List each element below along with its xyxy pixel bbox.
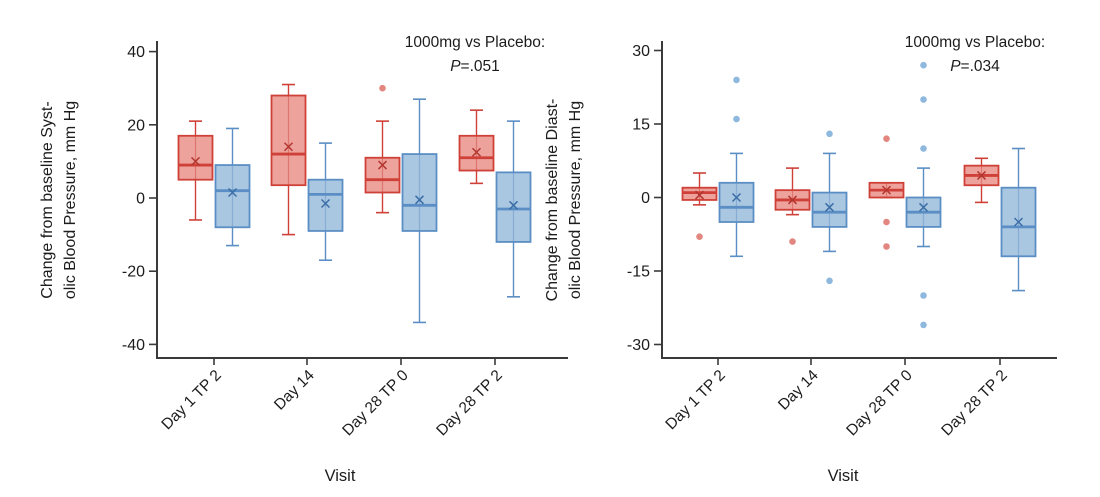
iqr-box: [214, 164, 251, 229]
x-tick-label: Day 1 TP 2: [158, 367, 224, 433]
outlier-dot: [920, 145, 927, 152]
mean-marker: [918, 202, 929, 212]
pvalue-annotation-header: 1000mg vs Placebo:: [405, 34, 545, 51]
outlier-dot: [696, 233, 703, 240]
box-1000mg-day-28-tp-0: [868, 135, 905, 250]
box-1000mg-day-14: [774, 167, 811, 245]
iqr-box: [718, 181, 755, 223]
box-1000mg-day-1-tp-2: [681, 172, 718, 240]
box-1000mg-day-14: [270, 83, 307, 236]
mean-marker: [283, 142, 294, 152]
y-tick-label: 30: [632, 43, 650, 60]
y-axis-title-line: Change from baseline Diast-: [544, 99, 561, 302]
outlier-dot: [920, 292, 927, 299]
y-axis-title-line: Change from baseline Syst-: [39, 101, 56, 298]
mean-marker: [694, 190, 705, 200]
x-tick-label: Day 14: [775, 367, 822, 414]
y-tick-label: -15: [627, 264, 650, 281]
mean-marker: [881, 185, 892, 195]
y-tick-label: -40: [122, 337, 145, 354]
y-tick-label: 0: [641, 190, 650, 207]
iqr-box: [307, 178, 344, 232]
outlier-dot: [883, 218, 890, 226]
y-tick-label: 40: [127, 44, 145, 61]
x-tick-label: Day 28 TP 2: [433, 367, 506, 440]
iqr-box: [401, 153, 438, 232]
box-placebo-day-1-tp-2: [214, 127, 251, 247]
x-tick-label: Day 14: [271, 367, 318, 414]
outlier-dot: [883, 135, 890, 142]
box-placebo-day-28-tp-0: [401, 98, 438, 324]
y-axis-title-line: olic Blood Pressure, mm Hg: [567, 101, 584, 299]
outlier-dot: [920, 96, 927, 103]
box-placebo-day-28-tp-2: [1000, 147, 1037, 292]
y-tick-label: 20: [127, 117, 145, 134]
mean-marker: [227, 187, 238, 198]
y-tick-label: 0: [136, 191, 145, 208]
mean-marker: [190, 156, 201, 166]
x-axis-title: Visit: [828, 467, 859, 485]
pvalue-annotation-value: P=.051: [450, 58, 500, 75]
outlier-dot: [920, 61, 927, 69]
mean-marker: [976, 170, 987, 180]
box-placebo-day-1-tp-2: [718, 76, 755, 258]
box-placebo-day-28-tp-2: [495, 120, 532, 298]
mean-marker: [731, 192, 742, 203]
box-placebo-day-14: [307, 142, 344, 262]
pvalue-annotation-header: 1000mg vs Placebo:: [905, 34, 1045, 51]
x-tick-label: Day 1 TP 2: [662, 367, 728, 433]
diastolic-panel: 30 15 0 -15 -30 Day 1 TP 2 Day 14 Day 28 TP 0 Da…: [544, 34, 1057, 485]
pvalue-annotation-value: P=.034: [950, 58, 1000, 75]
x-tick-label: Day 28 TP 2: [938, 367, 1011, 440]
iqr-box: [177, 134, 214, 181]
box-1000mg-day-1-tp-2: [177, 120, 214, 221]
iqr-box: [495, 171, 532, 243]
box-1000mg-day-28-tp-2: [458, 109, 495, 185]
mean-marker: [471, 147, 482, 157]
mean-marker: [824, 202, 835, 212]
mean-marker: [377, 160, 388, 170]
mean-marker: [787, 195, 798, 205]
outlier-dot: [883, 243, 890, 250]
iqr-box: [1000, 186, 1037, 258]
y-tick-label: -20: [122, 264, 145, 281]
iqr-box: [364, 156, 401, 194]
iqr-box: [811, 191, 848, 228]
systolic-panel: 40 20 0 -20 -40 Day 1 TP 2 Day 14 Day 28 TP 0 Da…: [39, 34, 568, 485]
mean-marker: [414, 195, 425, 205]
x-axis-title: Visit: [325, 467, 356, 485]
y-tick-label: 15: [632, 117, 650, 134]
outlier-dot: [826, 277, 833, 285]
box-placebo-day-14: [811, 130, 848, 285]
mean-marker: [320, 198, 331, 209]
box-placebo-day-28-tp-0: [905, 61, 942, 329]
box-1000mg-day-28-tp-2: [963, 157, 1000, 204]
iqr-box: [270, 94, 307, 187]
x-tick-label: Day 28 TP 0: [339, 367, 412, 440]
y-axis-title-line: olic Blood Pressure, mm Hg: [62, 101, 79, 299]
mean-marker: [1013, 217, 1024, 227]
x-tick-label: Day 28 TP 0: [843, 367, 916, 440]
mean-marker: [508, 200, 519, 210]
y-tick-label: -30: [627, 337, 650, 354]
outlier-dot: [920, 321, 927, 329]
outlier-dot: [789, 238, 796, 245]
outlier-dot: [733, 76, 740, 84]
outlier-dot: [826, 130, 833, 138]
box-1000mg-day-28-tp-0: [364, 84, 401, 214]
outlier-dot: [379, 84, 386, 92]
outlier-dot: [733, 115, 740, 123]
